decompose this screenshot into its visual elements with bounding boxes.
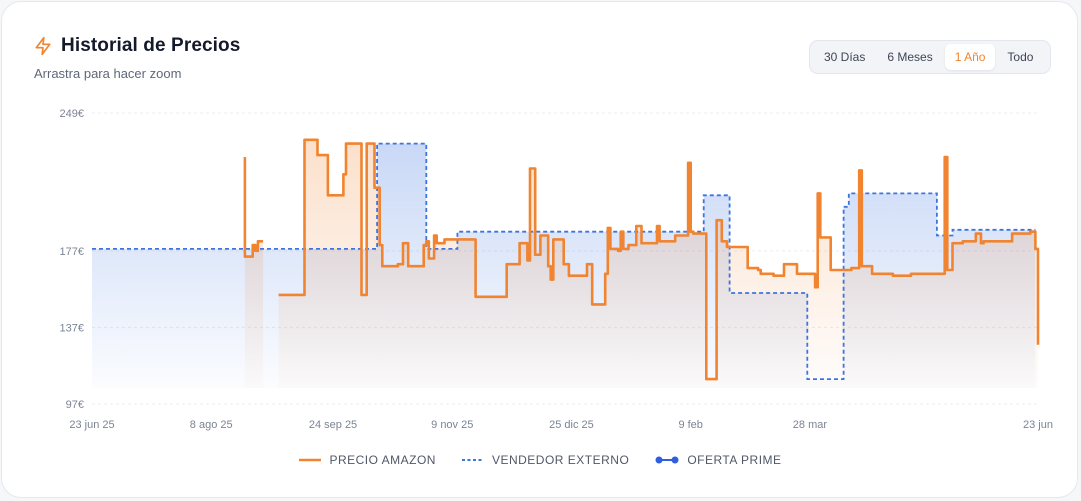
x-tick-label: 28 mar	[793, 419, 828, 431]
header: Historial de Precios	[33, 35, 240, 57]
x-tick-label: 25 dic 25	[549, 419, 594, 431]
y-tick-label: 97€	[66, 399, 84, 411]
x-tick-label: 8 ago 25	[190, 419, 233, 431]
range-1-year-button[interactable]: 1 Año	[944, 44, 996, 70]
legend-label: PRECIO AMAZON	[329, 453, 436, 467]
x-tick-label: 9 feb	[678, 419, 702, 431]
solid-line-icon	[299, 458, 322, 462]
chart-legend: PRECIO AMAZON VENDEDOR EXTERNO OFERTA PR…	[0, 453, 1081, 467]
range-all-button[interactable]: Todo	[1007, 50, 1034, 64]
x-tick-label: 23 jun 25	[69, 419, 114, 431]
time-range-selector: 30 Días 6 Meses 1 Año Todo	[809, 40, 1051, 74]
series-layer	[92, 138, 1040, 388]
amazon-price-area	[244, 157, 264, 388]
legend-item-prime[interactable]: OFERTA PRIME	[655, 453, 781, 467]
dashed-line-icon	[461, 459, 484, 461]
x-tick-label: 23 jun	[1023, 419, 1053, 431]
lightning-icon	[33, 36, 53, 56]
legend-label: VENDEDOR EXTERNO	[491, 453, 630, 467]
legend-label: OFERTA PRIME	[687, 453, 782, 467]
x-tick-label: 9 nov 25	[431, 419, 473, 431]
range-6-months-button[interactable]: 6 Meses	[887, 50, 933, 64]
legend-item-amazon[interactable]: PRECIO AMAZON	[299, 453, 436, 467]
page-title: Historial de Precios	[61, 35, 241, 56]
y-tick-label: 249€	[60, 108, 84, 120]
range-30-days-button[interactable]: 30 Días	[824, 50, 866, 64]
y-axis: 249€ 177€ 137€ 97€	[60, 108, 84, 411]
chart-subtitle: Arrastra para hacer zoom	[34, 66, 182, 81]
legend-item-external[interactable]: VENDEDOR EXTERNO	[461, 453, 630, 467]
amazon-price-line[interactable]	[278, 138, 1040, 381]
x-tick-label: 24 sep 25	[309, 419, 357, 431]
y-tick-label: 177€	[60, 246, 84, 258]
amazon-price-line[interactable]	[243, 157, 264, 258]
dot-line-icon	[655, 456, 679, 464]
y-tick-label: 137€	[60, 322, 84, 334]
x-axis: 23 jun 25 8 ago 25 24 sep 25 9 nov 25 25…	[69, 419, 1053, 431]
amazon-price-area	[278, 139, 1039, 388]
